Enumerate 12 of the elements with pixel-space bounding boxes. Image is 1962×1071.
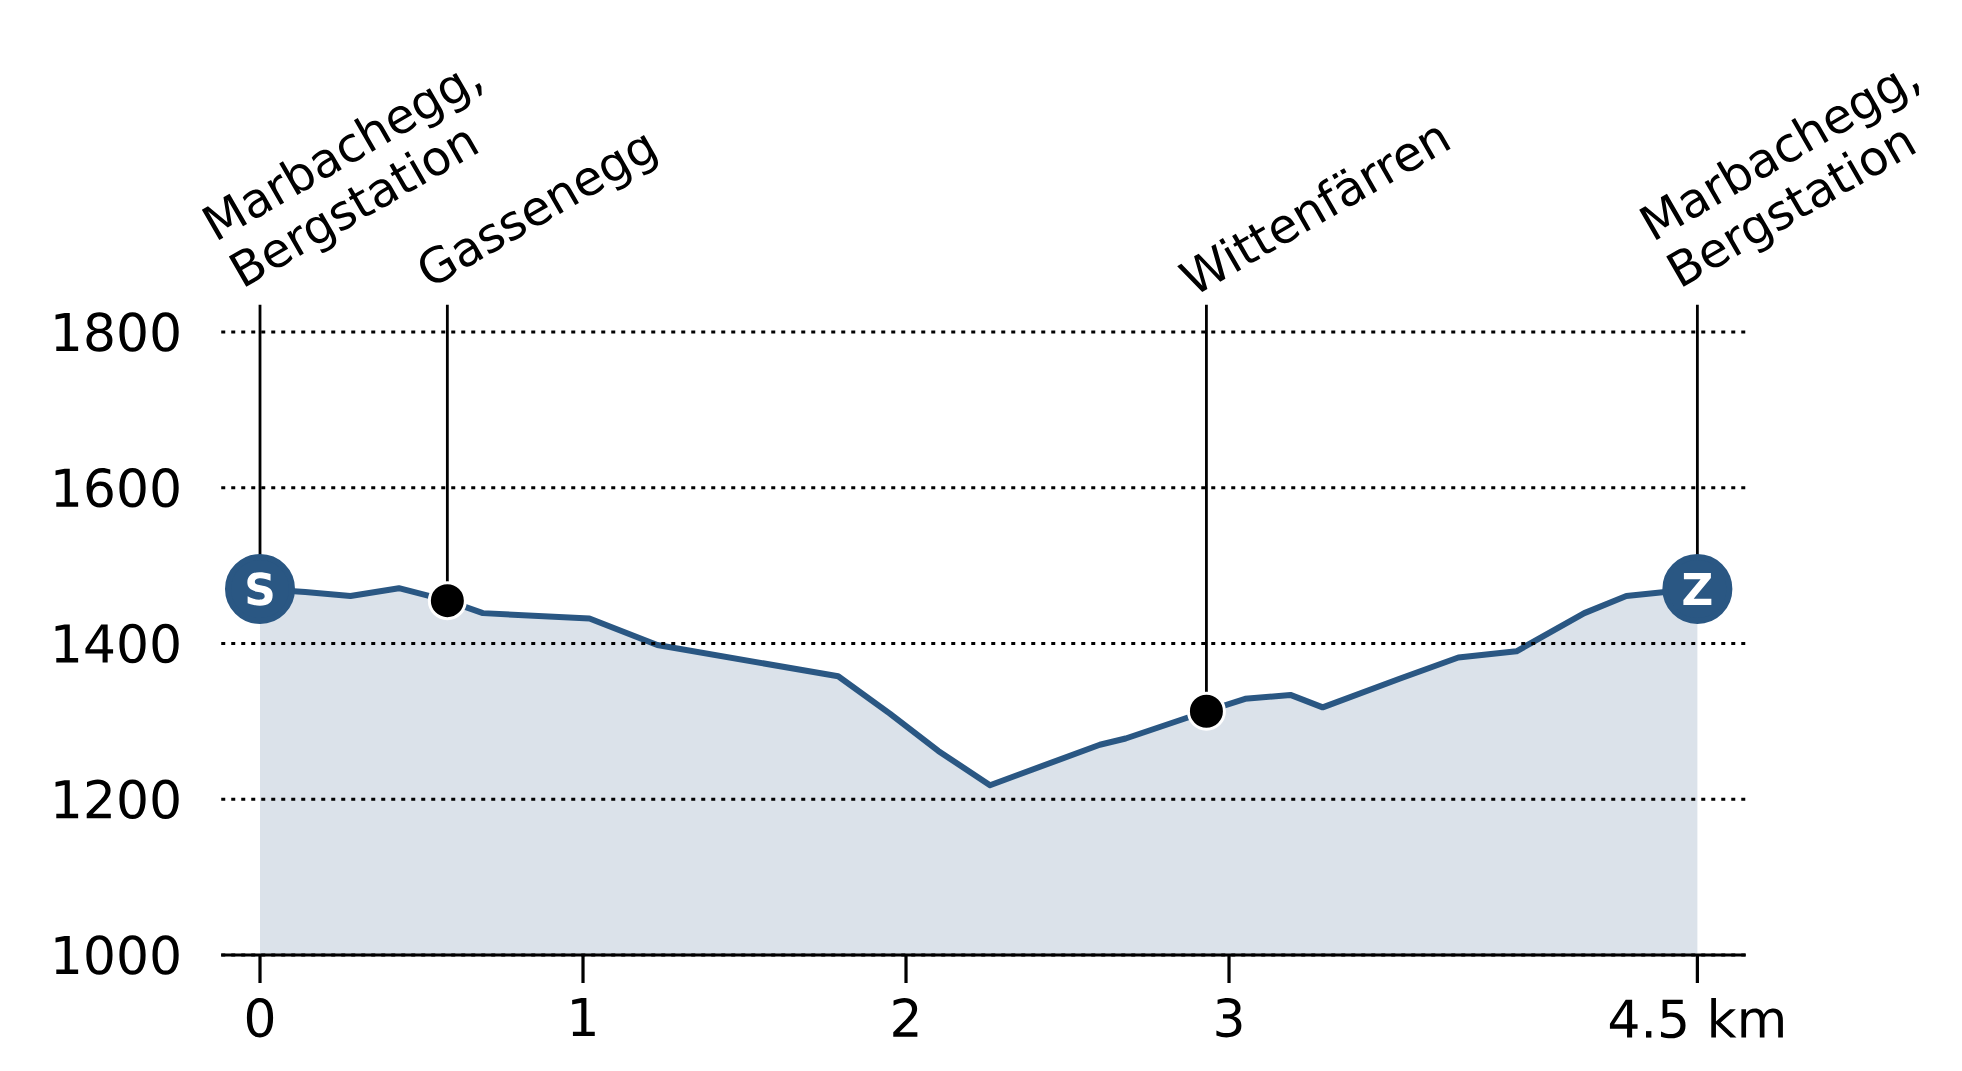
x-tick-label: 2 [893, 998, 918, 1037]
x-tick-label: 3 [1216, 998, 1242, 1038]
y-tick-label: 1800 [55, 312, 179, 352]
y-tick-label: 1600 [55, 468, 179, 508]
x-tick-label: 1 [572, 998, 595, 1036]
annotation: Z [1683, 572, 1712, 606]
y-tick-label: 1000 [55, 935, 179, 975]
x-tick-label: 4.5 km [1609, 998, 1783, 1039]
y-tick-label: 1400 [55, 623, 179, 664]
y-tick-label: 1200 [55, 779, 179, 819]
x-tick-label: 0 [246, 998, 274, 1038]
annotation: S [247, 572, 273, 606]
